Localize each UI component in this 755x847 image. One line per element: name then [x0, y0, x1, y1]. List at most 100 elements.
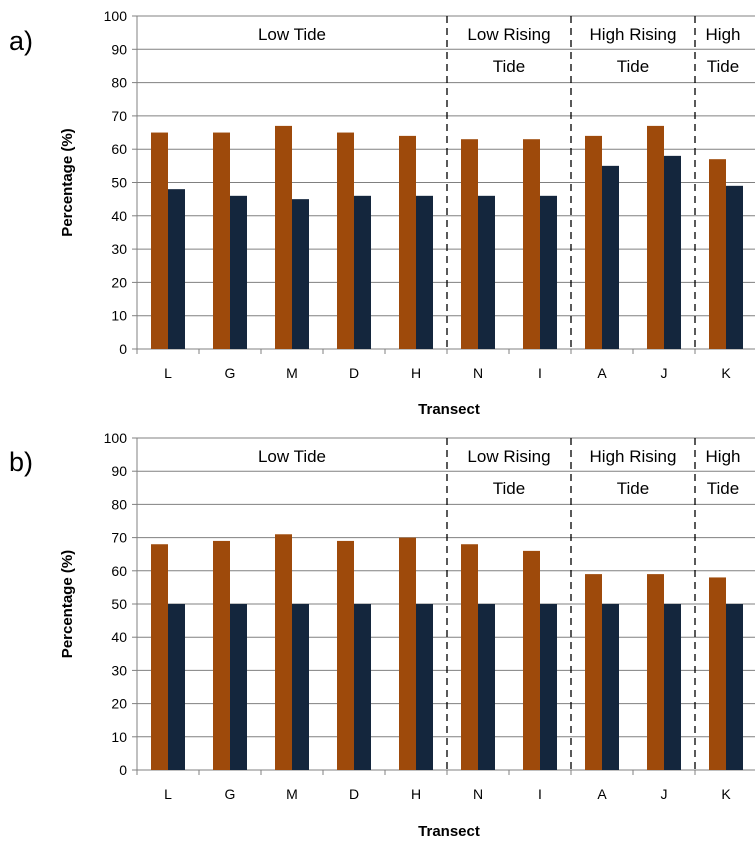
bar-series-2	[416, 195, 433, 349]
bar-series-1	[647, 574, 664, 770]
region-label-line2: Tide	[617, 57, 649, 76]
y-tick-label: 0	[119, 341, 127, 357]
y-tick-label: 80	[111, 496, 127, 512]
bar-series-1	[275, 125, 292, 349]
bar-series-1	[647, 125, 664, 349]
bar-series-1	[461, 544, 478, 770]
bar-series-1	[151, 132, 168, 349]
bar-series-1	[337, 540, 354, 770]
category-label: L	[164, 786, 172, 802]
y-tick-label: 20	[111, 696, 127, 712]
region-label: High Rising	[590, 25, 677, 44]
region-label-line2: Tide	[493, 57, 525, 76]
bar-series-1	[213, 132, 230, 349]
chart-panel-a: 0 10 20 30 40 50 60 70 80 90 100 L G M D H N I A J K Low Tide…	[9, 8, 755, 418]
region-label: High	[706, 25, 741, 44]
bar-series-1	[337, 132, 354, 349]
y-tick-label: 70	[111, 530, 127, 546]
bar-series-2	[478, 604, 495, 770]
category-label: I	[538, 365, 542, 381]
region-label-line2: Tide	[707, 479, 739, 498]
bar-series-2	[726, 604, 743, 770]
bar-series-1	[399, 537, 416, 770]
category-label: D	[349, 786, 359, 802]
bar-series-1	[399, 135, 416, 349]
y-tick-label: 40	[111, 629, 127, 645]
bar-series-2	[540, 195, 557, 349]
category-label: K	[721, 786, 731, 802]
bar-series-2	[540, 604, 557, 770]
panel-letter: a)	[9, 26, 33, 56]
bar-series-1	[585, 135, 602, 349]
y-tick-label: 40	[111, 208, 127, 224]
category-label: D	[349, 365, 359, 381]
y-tick-label: 30	[111, 241, 127, 257]
y-tick-label: 90	[111, 41, 127, 57]
bar-series-2	[602, 165, 619, 349]
category-label: M	[286, 365, 298, 381]
region-label: Low Rising	[467, 25, 550, 44]
y-tick-label: 0	[119, 762, 127, 778]
bar-series-2	[292, 199, 309, 349]
bar-series-2	[168, 189, 185, 349]
y-tick-label: 80	[111, 75, 127, 91]
x-axis-title: Transect	[418, 401, 480, 418]
y-tick-label: 60	[111, 141, 127, 157]
category-label: A	[597, 365, 607, 381]
y-axis-title: Percentage (%)	[59, 128, 76, 236]
y-tick-label: 90	[111, 463, 127, 479]
y-tick-label: 50	[111, 596, 127, 612]
bar-series-1	[585, 574, 602, 770]
category-label: L	[164, 365, 172, 381]
category-label: H	[411, 786, 421, 802]
bar-series-1	[523, 139, 540, 349]
region-label: Low Rising	[467, 447, 550, 466]
category-label: H	[411, 365, 421, 381]
bar-series-1	[213, 540, 230, 770]
bar-series-1	[709, 577, 726, 770]
bar-series-1	[523, 550, 540, 770]
region-label-line2: Tide	[707, 57, 739, 76]
bar-series-2	[230, 604, 247, 770]
y-tick-label: 60	[111, 563, 127, 579]
category-label: G	[225, 365, 236, 381]
bar-series-2	[602, 604, 619, 770]
category-label: N	[473, 786, 483, 802]
region-label: Low Tide	[258, 447, 326, 466]
bar-series-2	[168, 604, 185, 770]
bar-series-1	[709, 159, 726, 349]
y-tick-label: 70	[111, 108, 127, 124]
y-tick-label: 100	[104, 430, 128, 446]
region-label: Low Tide	[258, 25, 326, 44]
category-label: J	[661, 365, 668, 381]
bar-series-2	[354, 604, 371, 770]
y-tick-label: 10	[111, 729, 127, 745]
region-label: High	[706, 447, 741, 466]
category-label: I	[538, 786, 542, 802]
y-tick-label: 30	[111, 662, 127, 678]
bar-series-1	[461, 139, 478, 349]
region-label-line2: Tide	[493, 479, 525, 498]
y-tick-label: 50	[111, 175, 127, 191]
y-tick-label: 20	[111, 274, 127, 290]
bar-series-2	[416, 604, 433, 770]
category-label: N	[473, 365, 483, 381]
panel-letter: b)	[9, 447, 33, 477]
bar-series-2	[726, 185, 743, 349]
chart-panel-b: 0 10 20 30 40 50 60 70 80 90 100 L G M D H N I A J K Low Tide…	[9, 430, 755, 840]
category-label: K	[721, 365, 731, 381]
bar-series-1	[275, 534, 292, 770]
region-label: High Rising	[590, 447, 677, 466]
x-axis-title: Transect	[418, 823, 480, 840]
bar-series-2	[292, 604, 309, 770]
bar-series-2	[664, 155, 681, 349]
bar-series-2	[354, 195, 371, 349]
bar-series-2	[230, 195, 247, 349]
region-label-line2: Tide	[617, 479, 649, 498]
category-label: G	[225, 786, 236, 802]
y-axis-title: Percentage (%)	[59, 550, 76, 658]
bar-series-2	[664, 604, 681, 770]
category-label: J	[661, 786, 668, 802]
